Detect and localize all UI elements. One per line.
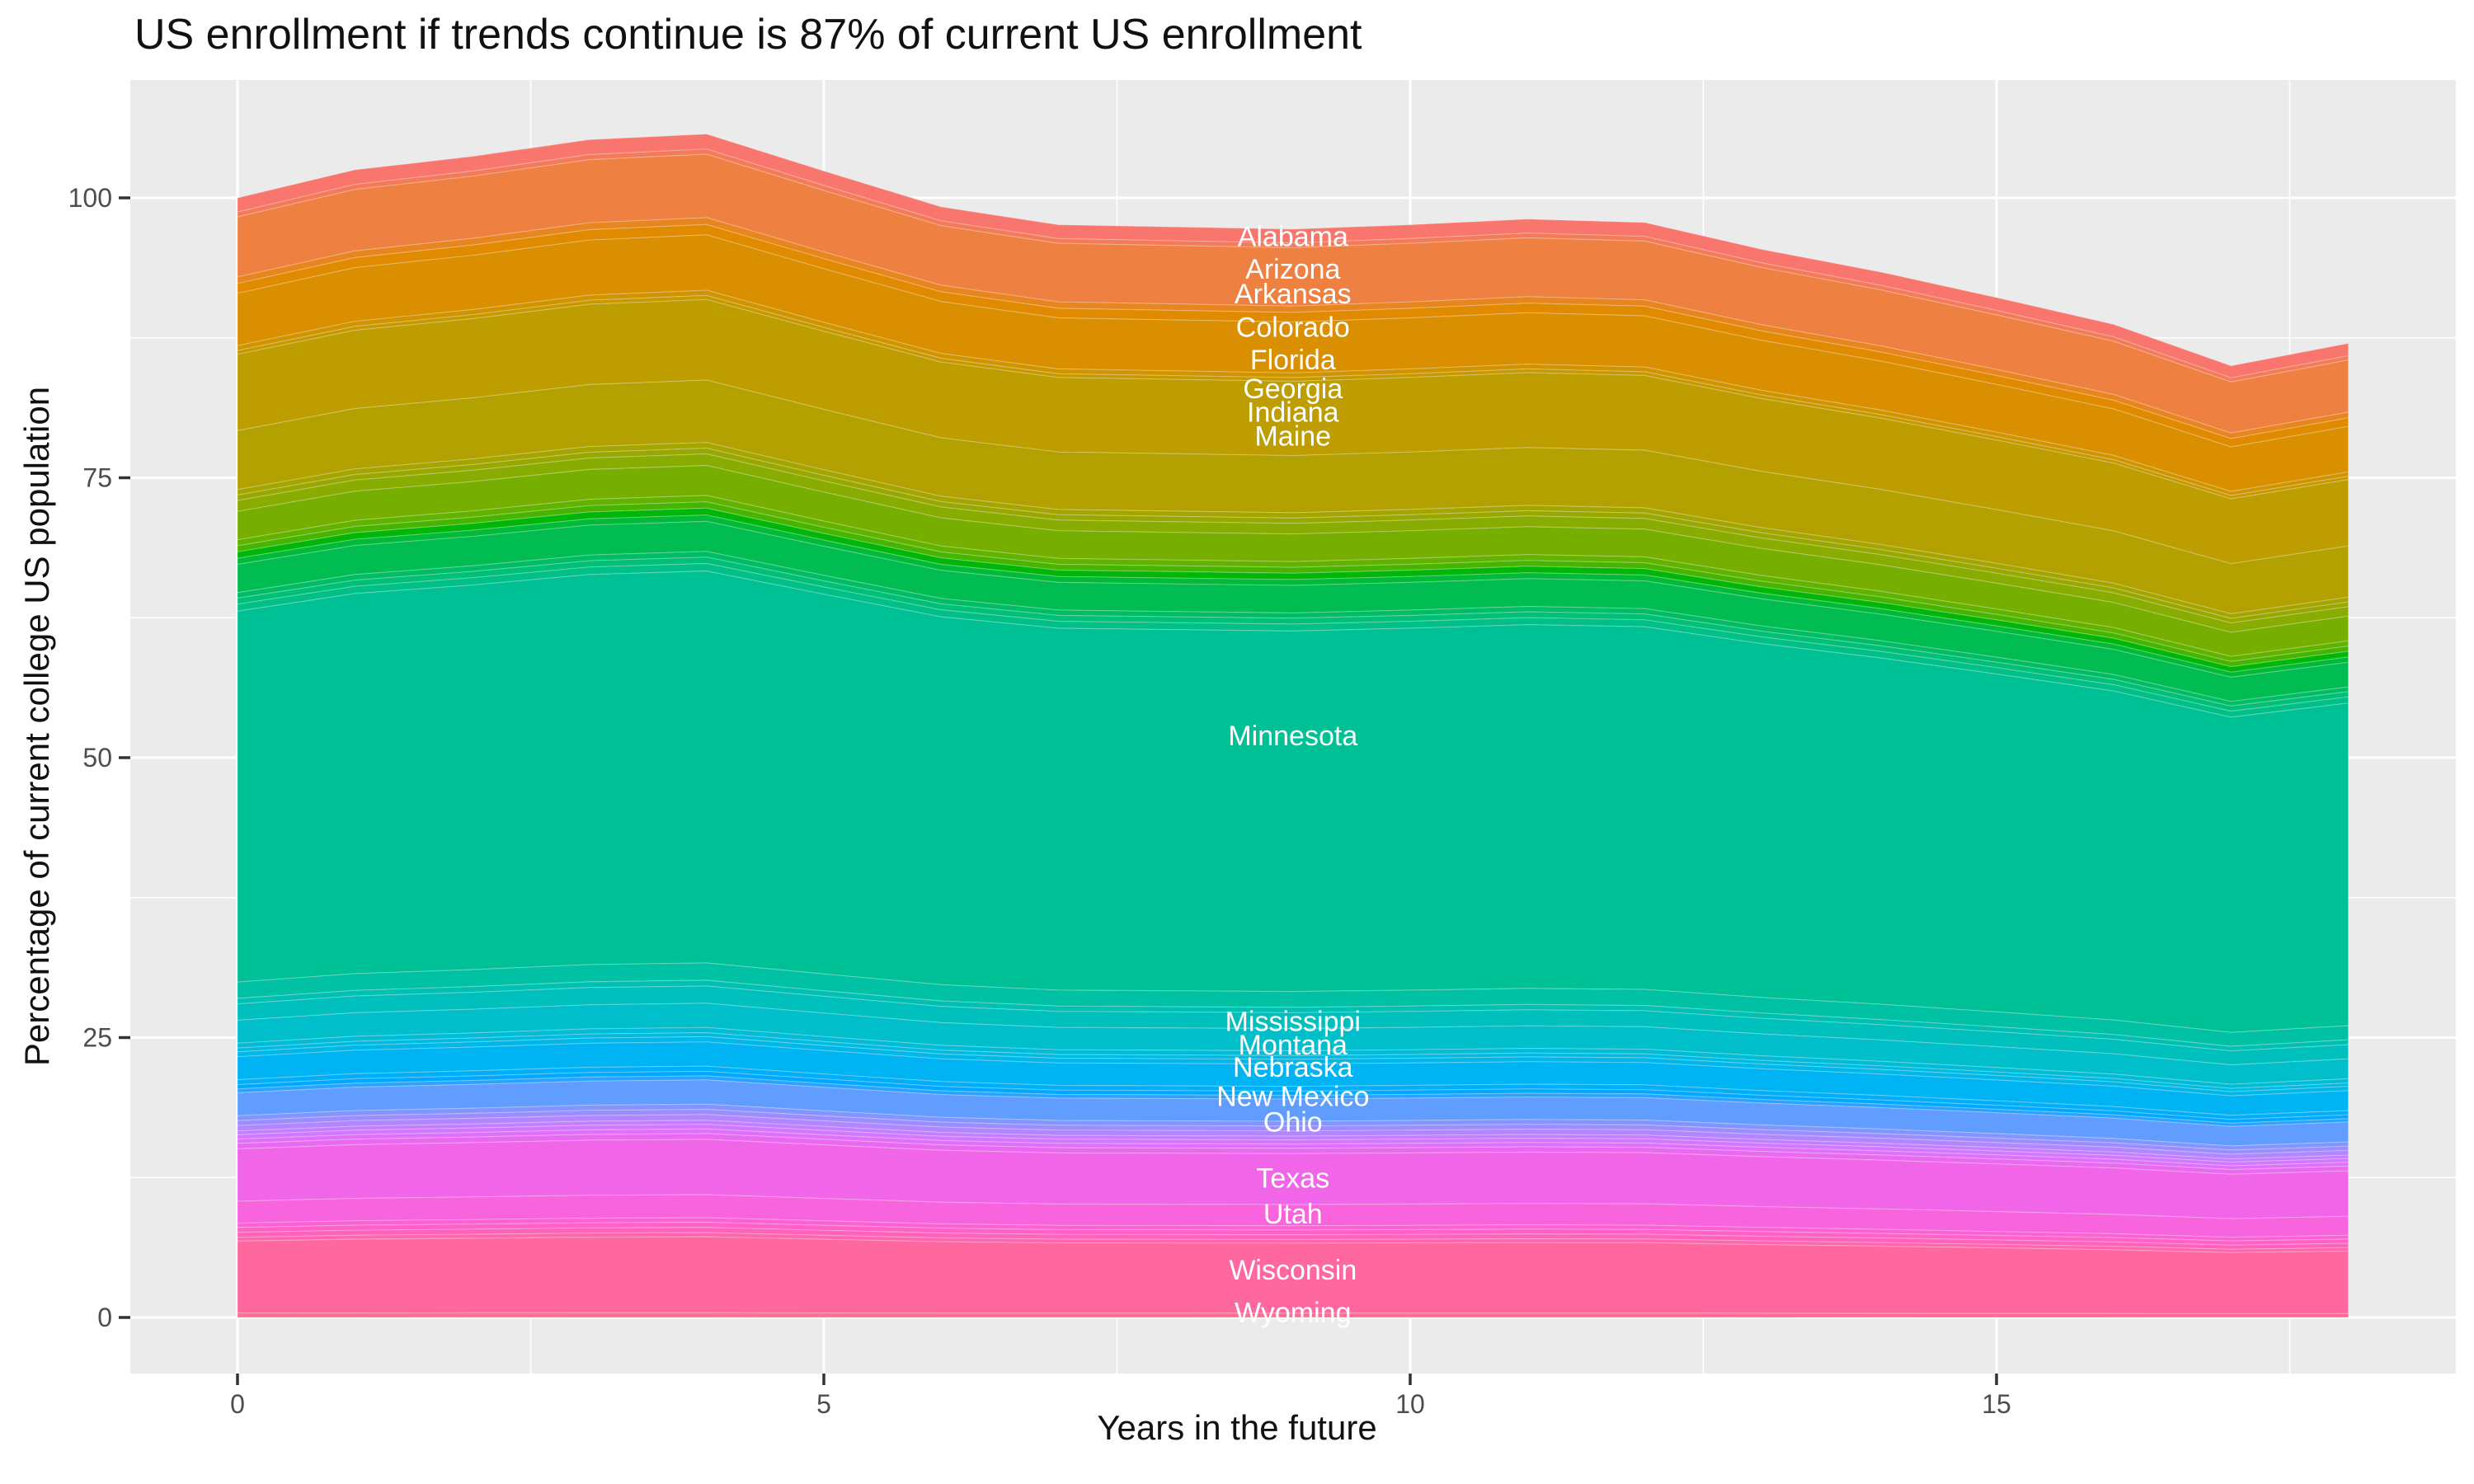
area-wyoming [237, 1312, 2349, 1318]
state-label-arizona: Arizona [1245, 254, 1340, 285]
y-tick-label-75: 75 [82, 463, 112, 493]
state-label-mississippi: Mississippi [1225, 1006, 1361, 1037]
plot-title: US enrollment if trends continue is 87% … [134, 11, 1362, 59]
area-series-group [237, 133, 2349, 1318]
x-axis-title: Years in the future [1097, 1408, 1377, 1447]
state-label-texas: Texas [1256, 1163, 1329, 1195]
state-label-georgia: Georgia [1243, 373, 1343, 405]
state-label-florida: Florida [1250, 345, 1336, 376]
y-tick-label-100: 100 [68, 183, 112, 213]
state-label-montana: Montana [1239, 1030, 1348, 1061]
y-tick-label-25: 25 [82, 1023, 112, 1053]
y-axis-title: Percentage of current college US populat… [17, 386, 56, 1067]
state-label-utah: Utah [1263, 1199, 1323, 1230]
state-label-minnesota: Minnesota [1228, 721, 1357, 752]
state-label-nebraska: Nebraska [1233, 1052, 1353, 1083]
state-label-indiana: Indiana [1247, 397, 1339, 429]
state-label-wyoming: Wyoming [1235, 1298, 1351, 1329]
state-label-arkansas: Arkansas [1235, 279, 1352, 310]
state-label-wisconsin: Wisconsin [1229, 1255, 1357, 1286]
y-tick-label-0: 0 [97, 1303, 112, 1332]
x-tick-label-0: 0 [230, 1389, 245, 1419]
state-label-ohio: Ohio [1263, 1107, 1323, 1139]
x-tick-label-10: 10 [1395, 1389, 1425, 1419]
axis-ticks: 100 75 50 25 0 0 5 10 15 [68, 183, 2011, 1419]
state-labels: AlabamaArizonaArkansasColoradoFloridaGeo… [1216, 222, 1369, 1329]
x-tick-label-15: 15 [1982, 1389, 2011, 1419]
state-label-colorado: Colorado [1236, 312, 1350, 344]
x-tick-label-5: 5 [816, 1389, 831, 1419]
state-label-alabama: Alabama [1238, 222, 1348, 253]
y-tick-label-50: 50 [82, 743, 112, 773]
state-label-maine: Maine [1254, 420, 1331, 452]
state-label-new-mexico: New Mexico [1216, 1081, 1369, 1112]
